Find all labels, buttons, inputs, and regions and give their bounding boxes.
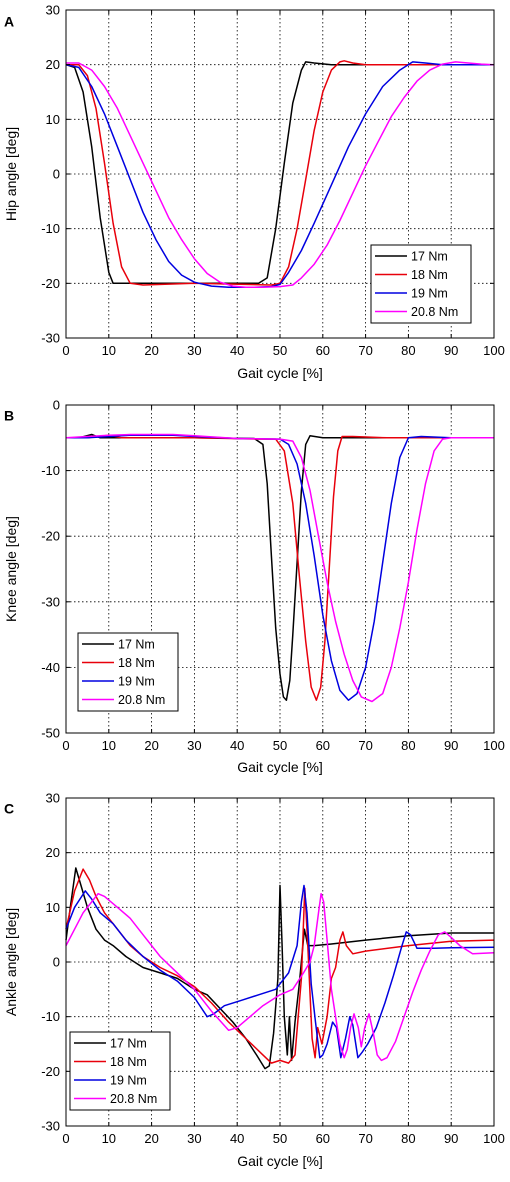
- x-tick-label: 50: [273, 343, 287, 358]
- x-tick-label: 0: [62, 738, 69, 753]
- y-tick-label: -10: [41, 221, 60, 236]
- series-line-20-8-nm: [65, 433, 494, 703]
- legend-label: 20.8 Nm: [411, 305, 458, 319]
- x-axis-label: Gait cycle [%]: [237, 1153, 323, 1169]
- x-tick-label: 10: [102, 738, 116, 753]
- y-axis-label: Hip angle [deg]: [3, 127, 19, 221]
- legend-label: 18 Nm: [110, 1055, 147, 1069]
- legend-label: 19 Nm: [411, 287, 448, 301]
- panel-letter: A: [4, 13, 14, 29]
- y-tick-label: 0: [53, 167, 60, 182]
- x-tick-label: 90: [444, 1131, 458, 1146]
- x-tick-label: 100: [483, 738, 505, 753]
- y-tick-label: 20: [46, 57, 60, 72]
- series-line-18-nm: [66, 60, 494, 286]
- x-tick-label: 30: [187, 738, 201, 753]
- x-tick-label: 0: [62, 343, 69, 358]
- y-tick-label: -40: [41, 660, 60, 675]
- legend-label: 19 Nm: [110, 1074, 147, 1088]
- series-line-20-8-nm: [65, 892, 495, 1062]
- x-tick-label: 50: [273, 1131, 287, 1146]
- y-tick-label: 20: [46, 845, 60, 860]
- legend-label: 17 Nm: [118, 638, 155, 652]
- legend-box: [370, 244, 472, 324]
- y-tick-label: -20: [41, 529, 60, 544]
- series-line-19-nm: [65, 884, 495, 1059]
- series-line-17-nm: [65, 61, 494, 285]
- x-tick-label: 20: [144, 1131, 158, 1146]
- y-tick-label: -20: [41, 1064, 60, 1079]
- series-line-20-8-nm: [66, 61, 495, 288]
- series-line-17-nm: [66, 433, 494, 701]
- x-tick-label: 90: [444, 343, 458, 358]
- legend-label: 20.8 Nm: [110, 1092, 157, 1106]
- x-tick-label: 80: [401, 343, 415, 358]
- y-tick-label: -20: [41, 276, 60, 291]
- y-tick-label: 0: [53, 398, 60, 413]
- x-tick-label: 30: [187, 1131, 201, 1146]
- legend: 17 Nm 18 Nm 19 Nm 20.8 Nm: [69, 1031, 171, 1111]
- x-tick-label: 70: [358, 343, 372, 358]
- y-tick-label: -30: [41, 594, 60, 609]
- y-axis-label: Knee angle [deg]: [3, 516, 19, 622]
- x-tick-label: 50: [273, 738, 287, 753]
- x-tick-label: 70: [358, 1131, 372, 1146]
- x-tick-label: 10: [102, 1131, 116, 1146]
- legend-label: 17 Nm: [110, 1037, 147, 1051]
- x-tick-label: 40: [230, 343, 244, 358]
- panel-letter: C: [4, 800, 14, 816]
- legend-label: 19 Nm: [118, 675, 155, 689]
- legend: 17 Nm 18 Nm 19 Nm 20.8 Nm: [370, 244, 472, 324]
- x-tick-label: 100: [483, 1131, 505, 1146]
- x-tick-label: 80: [401, 738, 415, 753]
- x-tick-label: 20: [144, 343, 158, 358]
- legend-label: 18 Nm: [411, 268, 448, 282]
- y-tick-label: 10: [46, 900, 60, 915]
- x-tick-label: 60: [316, 343, 330, 358]
- x-tick-label: 40: [230, 738, 244, 753]
- x-tick-label: 0: [62, 1131, 69, 1146]
- legend-box: [69, 1031, 171, 1111]
- legend-label: 17 Nm: [411, 250, 448, 264]
- series-line-18-nm: [66, 434, 494, 701]
- legend-box: [77, 632, 179, 712]
- x-tick-label: 90: [444, 738, 458, 753]
- legend-label: 20.8 Nm: [118, 693, 165, 707]
- y-axis-label: Ankle angle [deg]: [3, 908, 19, 1016]
- panel-a: A 0 10 20 30 40 50 60 70 80 90 100 -30 -20 -10 0 10 20 30 G…: [3, 3, 505, 382]
- x-tick-label: 70: [358, 738, 372, 753]
- x-tick-label: 20: [144, 738, 158, 753]
- x-tick-label: 60: [316, 1131, 330, 1146]
- y-tick-label: -30: [41, 1119, 60, 1134]
- y-tick-label: 30: [46, 3, 60, 18]
- panel-letter: B: [4, 407, 14, 423]
- y-tick-label: -30: [41, 331, 60, 346]
- x-axis-label: Gait cycle [%]: [237, 759, 323, 775]
- y-tick-label: 0: [53, 955, 60, 970]
- x-axis-label: Gait cycle [%]: [237, 365, 323, 381]
- x-tick-label: 100: [483, 343, 505, 358]
- y-tick-label: -10: [41, 463, 60, 478]
- x-tick-label: 80: [401, 1131, 415, 1146]
- y-tick-label: -10: [41, 1009, 60, 1024]
- legend-label: 18 Nm: [118, 656, 155, 670]
- y-tick-label: 10: [46, 112, 60, 127]
- x-tick-label: 40: [230, 1131, 244, 1146]
- y-tick-label: 30: [46, 791, 60, 806]
- x-tick-label: 60: [316, 738, 330, 753]
- panel-c: C 0 10 20 30 40 50 60 70 80 90 100 -30 -20 -10 0 10 20 30 G…: [3, 791, 505, 1170]
- legend: 17 Nm 18 Nm 19 Nm 20.8 Nm: [77, 632, 179, 712]
- x-tick-label: 10: [102, 343, 116, 358]
- x-tick-label: 30: [187, 343, 201, 358]
- y-tick-label: -50: [41, 726, 60, 741]
- panel-b: B 0 10 20 30 40 50 60 70 80 90 100 -50 -40 -30 -20 -10 0 G…: [3, 398, 505, 776]
